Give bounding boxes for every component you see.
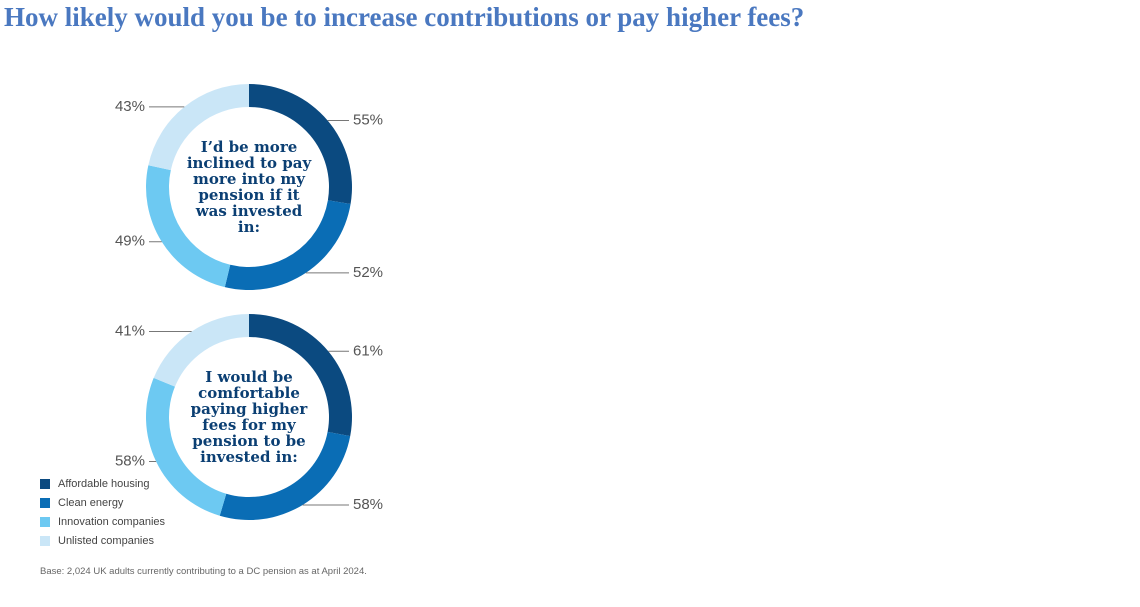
legend-swatch <box>40 517 50 527</box>
value-label: 41% <box>115 322 145 339</box>
center-label: I’d be more inclined to pay more into my… <box>186 138 312 236</box>
legend-label: Unlisted companies <box>58 535 154 547</box>
value-label: 58% <box>115 452 145 469</box>
title: How likely would you be to increase cont… <box>4 2 805 32</box>
value-label: 55% <box>353 111 383 128</box>
center-label: I would be comfortable paying higher fee… <box>190 368 308 466</box>
donut-segment <box>249 84 352 204</box>
donut-segment <box>249 314 353 437</box>
donut-segment <box>145 165 231 288</box>
value-label: 61% <box>353 342 383 359</box>
legend-label: Clean energy <box>58 497 124 509</box>
value-label: 43% <box>115 98 145 115</box>
donut-segment <box>153 314 249 387</box>
legend-label: Affordable housing <box>58 478 150 490</box>
note: Base: 2,024 UK adults currently contribu… <box>40 566 367 577</box>
donut-segment <box>146 377 227 516</box>
legend-label: Innovation companies <box>58 516 166 528</box>
value-label: 49% <box>115 233 145 250</box>
donut-segment <box>224 200 351 290</box>
value-label: 58% <box>353 496 383 513</box>
donut-segment <box>219 431 351 521</box>
legend-swatch <box>40 498 50 508</box>
legend-swatch <box>40 536 50 546</box>
donut-segment <box>148 84 249 171</box>
legend-swatch <box>40 479 50 489</box>
value-label: 52% <box>353 264 383 281</box>
